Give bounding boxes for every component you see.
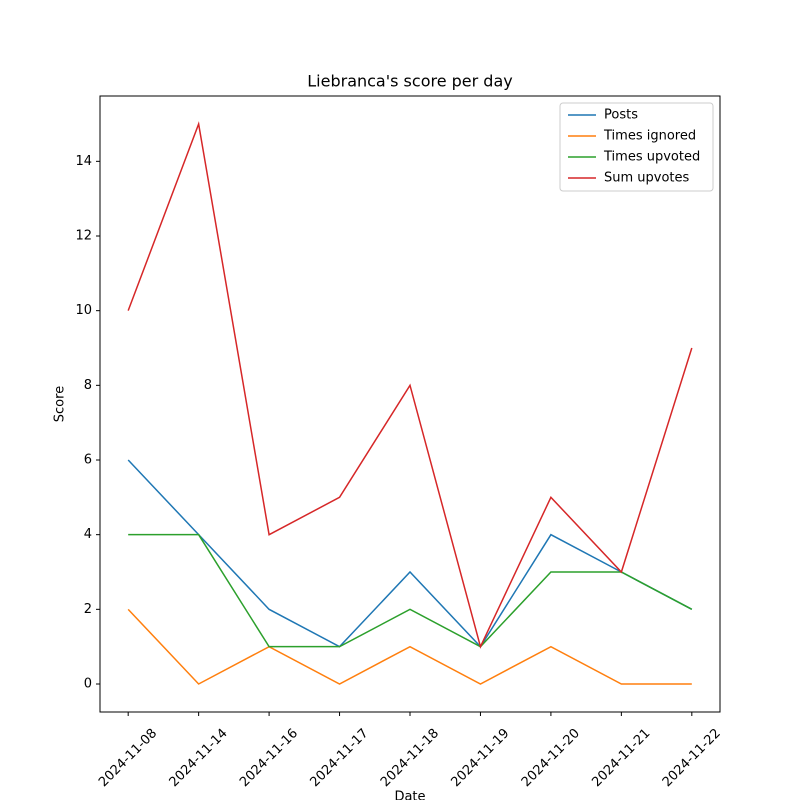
series-line [128, 533, 693, 648]
x-tick-label: 2024-11-21 [589, 726, 653, 790]
x-tick-label: 2024-11-18 [378, 726, 442, 790]
legend-label: Posts [604, 108, 638, 123]
y-tick-label: 6 [84, 453, 92, 468]
legend-label: Times ignored [603, 129, 696, 144]
x-axis-label: Date [394, 790, 425, 800]
plot-frame [99, 95, 721, 713]
x-tick-label: 2024-11-08 [96, 726, 160, 790]
series-line [127, 121, 693, 649]
y-tick-label: 2 [84, 602, 92, 617]
series-line [127, 459, 693, 648]
y-tick-label: 8 [84, 378, 92, 393]
y-tick-label: 4 [84, 527, 92, 542]
legend: Posts Times ignored Times upvoted Sum upvot… [559, 102, 714, 192]
x-tick-label: 2024-11-17 [308, 726, 372, 790]
x-tick-label: 2024-11-19 [448, 726, 512, 790]
x-tick-label: 2024-11-14 [167, 726, 231, 790]
x-tick-label: 2024-11-22 [660, 726, 724, 790]
x-tick-label: 2024-11-16 [237, 726, 301, 790]
y-axis-label: Score [53, 386, 68, 422]
legend-box [559, 102, 714, 192]
chart-title: Liebranca's score per day [307, 72, 512, 91]
y-tick-label: 14 [75, 154, 92, 169]
y-tick-label: 0 [84, 677, 92, 692]
y-tick-label: 10 [75, 303, 92, 318]
series-line [127, 608, 692, 685]
y-tick-label: 12 [75, 229, 92, 244]
legend-label: Times upvoted [603, 150, 700, 165]
legend-label: Sum upvotes [604, 171, 690, 186]
x-tick-label: 2024-11-20 [519, 726, 583, 790]
